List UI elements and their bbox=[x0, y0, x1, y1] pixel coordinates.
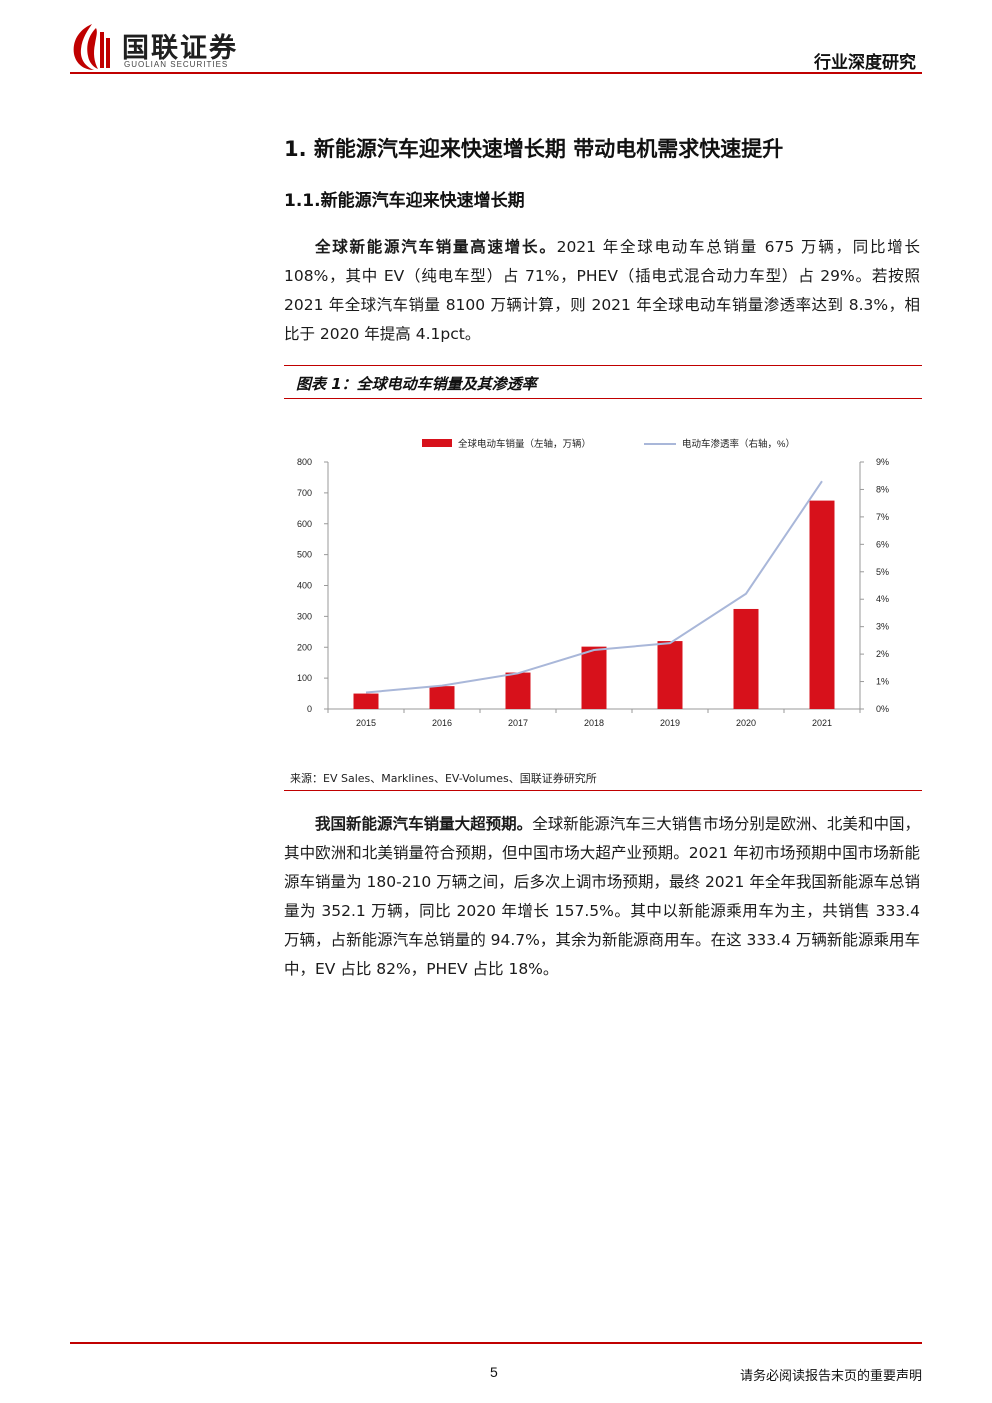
footer-divider bbox=[70, 1342, 922, 1344]
y-left-tick-label: 100 bbox=[297, 673, 312, 683]
sales-bar bbox=[429, 686, 455, 709]
y-left-tick-label: 400 bbox=[297, 581, 312, 591]
paragraph-2: 我国新能源汽车销量大超预期。全球新能源汽车三大销售市场分别是欧洲、北美和中国，其… bbox=[284, 810, 920, 984]
figure-source: 来源：EV Sales、Marklines、EV-Volumes、国联证券研究所 bbox=[290, 772, 597, 785]
paragraph-1-body: 2021 年全球电动车总销量 675 万辆，同比增长 108%，其中 EV（纯电… bbox=[284, 238, 920, 343]
y-right-tick-label: 6% bbox=[876, 539, 889, 549]
x-tick-label: 2018 bbox=[584, 718, 604, 728]
x-tick-label: 2016 bbox=[432, 718, 452, 728]
y-right-tick-label: 8% bbox=[876, 484, 889, 494]
sales-bar bbox=[353, 693, 379, 709]
x-tick-label: 2020 bbox=[736, 718, 756, 728]
section-subheading: 1.1.新能源汽车迎来快速增长期 bbox=[284, 191, 525, 211]
y-right-tick-label: 2% bbox=[876, 649, 889, 659]
header-divider bbox=[70, 72, 922, 74]
y-right-tick-label: 0% bbox=[876, 704, 889, 714]
y-left-tick-label: 0 bbox=[307, 704, 312, 714]
x-tick-label: 2021 bbox=[812, 718, 832, 728]
paragraph-2-body: 全球新能源汽车三大销售市场分别是欧洲、北美和中国，其中欧洲和北美销量符合预期，但… bbox=[284, 815, 920, 978]
company-logo-icon bbox=[73, 24, 110, 70]
figure-title-rule bbox=[284, 398, 922, 399]
penetration-line bbox=[365, 480, 823, 694]
y-right-tick-label: 3% bbox=[876, 622, 889, 632]
company-name-en: GUOLIAN SECURITIES bbox=[124, 60, 229, 69]
x-tick-label: 2017 bbox=[508, 718, 528, 728]
y-left-tick-label: 700 bbox=[297, 488, 312, 498]
figure-title: 图表 1：全球电动车销量及其渗透率 bbox=[296, 375, 537, 393]
y-left-tick-label: 600 bbox=[297, 519, 312, 529]
figure-bottom-rule bbox=[284, 790, 922, 791]
y-right-tick-label: 9% bbox=[876, 457, 889, 467]
company-name-cn: 国联证券 bbox=[122, 33, 238, 64]
y-right-tick-label: 7% bbox=[876, 512, 889, 522]
section-heading: 1. 新能源汽车迎来快速增长期 带动电机需求快速提升 bbox=[284, 137, 784, 161]
figure-top-rule bbox=[284, 365, 922, 366]
x-tick-label: 2019 bbox=[660, 718, 680, 728]
sales-bar bbox=[581, 646, 607, 709]
y-right-tick-label: 5% bbox=[876, 567, 889, 577]
footer-disclaimer: 请务必阅读报告末页的重要声明 bbox=[739, 1369, 922, 1384]
report-type: 行业深度研究 bbox=[814, 53, 916, 73]
y-left-tick-label: 200 bbox=[297, 642, 312, 652]
x-tick-label: 2015 bbox=[356, 718, 376, 728]
ev-sales-chart: 0 100 200 300 400 500 600 700 800 0% 1% 2% 3% 4% 5% 6% 7… bbox=[297, 438, 889, 728]
paragraph-2-lead: 我国新能源汽车销量大超预期。 bbox=[315, 815, 533, 833]
y-left-tick-label: 800 bbox=[297, 457, 312, 467]
legend-label-penetration: 电动车渗透率（右轴，%） bbox=[682, 438, 795, 450]
sales-bar bbox=[505, 672, 531, 709]
paragraph-1: 全球新能源汽车销量高速增长。2021 年全球电动车总销量 675 万辆，同比增长… bbox=[284, 233, 920, 349]
y-right-tick-label: 4% bbox=[876, 594, 889, 604]
y-right-tick-label: 1% bbox=[876, 677, 889, 687]
sales-bar bbox=[733, 608, 759, 709]
y-left-tick-label: 500 bbox=[297, 550, 312, 560]
legend-label-sales: 全球电动车销量（左轴，万辆） bbox=[458, 438, 591, 450]
legend-swatch-sales bbox=[422, 439, 452, 447]
sales-bar bbox=[809, 500, 835, 709]
sales-bar bbox=[657, 641, 683, 709]
y-left-tick-label: 300 bbox=[297, 611, 312, 621]
page-number: 5 bbox=[490, 1364, 498, 1380]
paragraph-1-lead: 全球新能源汽车销量高速增长。 bbox=[315, 238, 557, 256]
